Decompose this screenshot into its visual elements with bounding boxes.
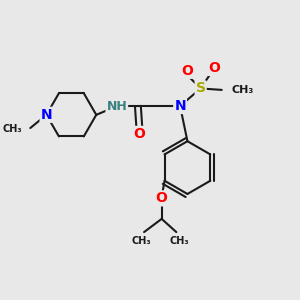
Text: O: O xyxy=(156,191,168,206)
Text: CH₃: CH₃ xyxy=(131,236,151,247)
Text: O: O xyxy=(208,61,220,75)
Text: O: O xyxy=(182,64,194,78)
Text: N: N xyxy=(174,99,186,113)
Text: O: O xyxy=(134,127,145,141)
Text: CH₃: CH₃ xyxy=(232,85,254,95)
Text: S: S xyxy=(196,81,206,95)
Text: CH₃: CH₃ xyxy=(169,236,189,247)
Text: N: N xyxy=(40,108,52,122)
Text: CH₃: CH₃ xyxy=(2,124,22,134)
Text: NH: NH xyxy=(106,100,127,112)
